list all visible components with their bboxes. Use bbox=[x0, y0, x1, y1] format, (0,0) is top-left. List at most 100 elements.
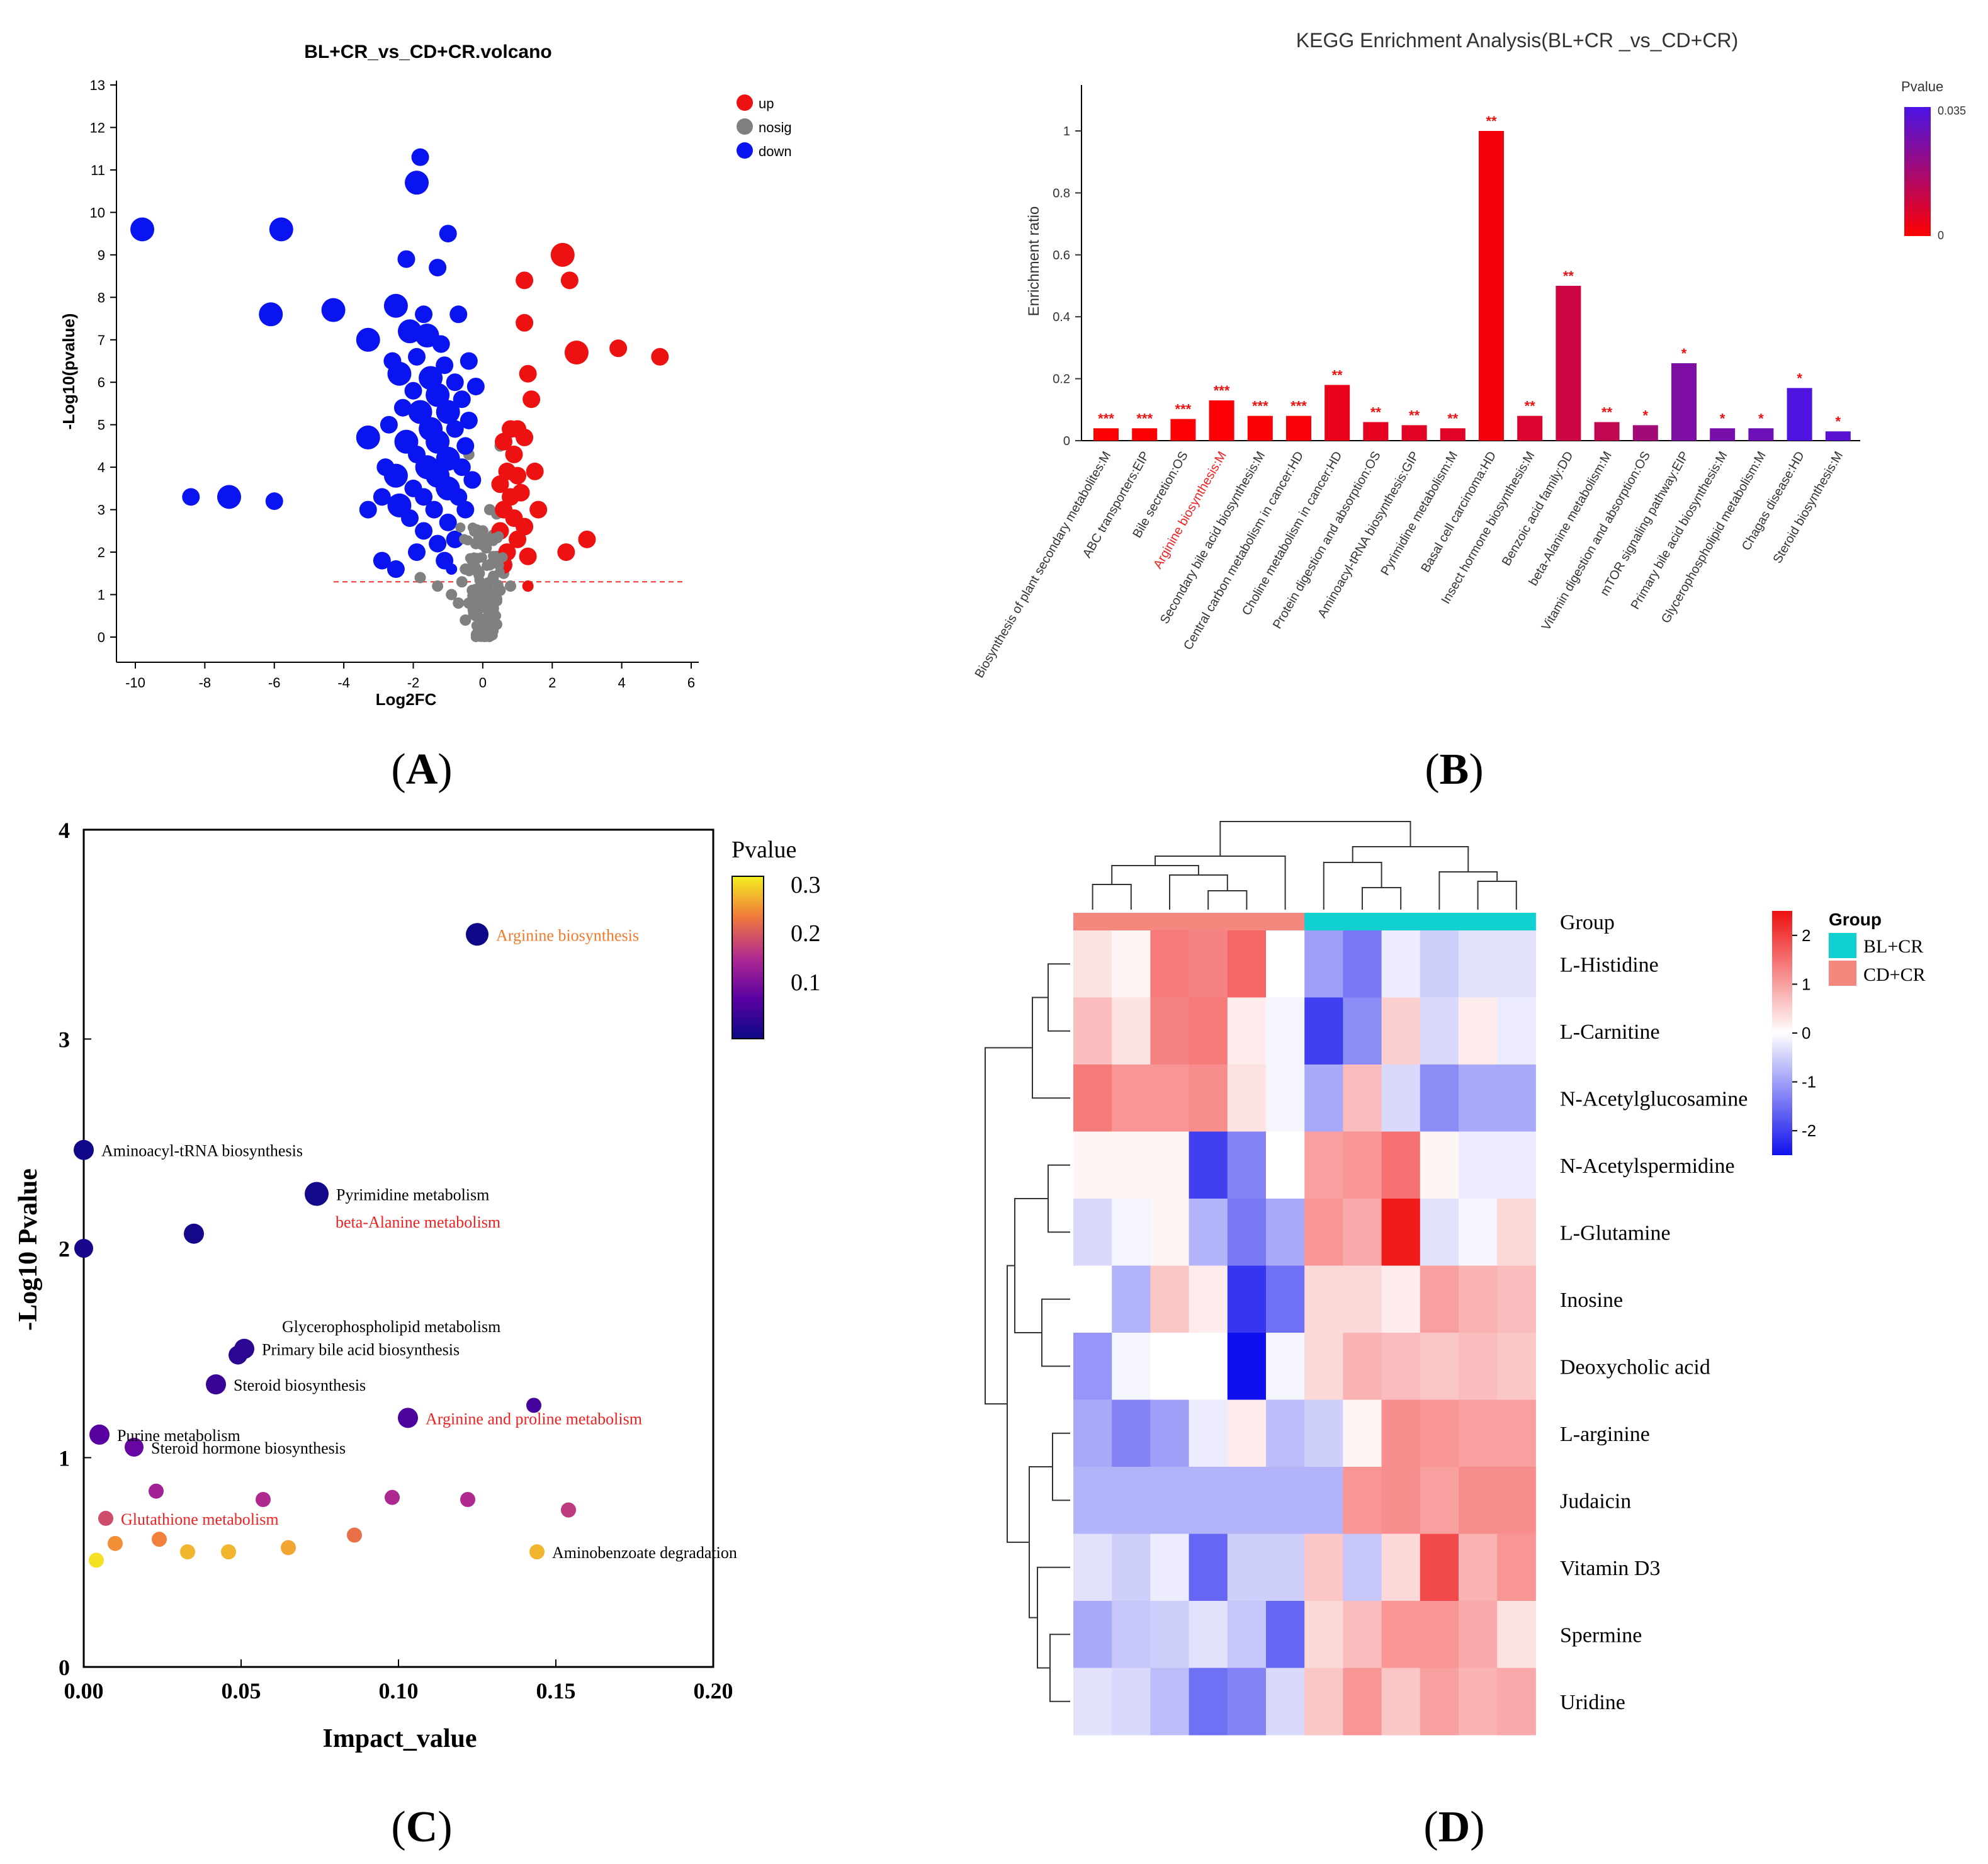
heatmap-cell bbox=[1381, 1333, 1421, 1400]
kegg-bar-stars: * bbox=[1758, 410, 1764, 426]
dendro-row-branch bbox=[1048, 963, 1070, 1032]
kegg-bar bbox=[1594, 422, 1620, 441]
heatmap-cell bbox=[1381, 1065, 1421, 1132]
heatmap-cell bbox=[1150, 1131, 1190, 1199]
volcano-point-up bbox=[505, 445, 523, 463]
heatmap-cell bbox=[1304, 997, 1343, 1065]
heatmap-group-cell bbox=[1189, 913, 1228, 932]
volcano-point-down bbox=[439, 225, 457, 243]
heatmap-cell bbox=[1497, 1601, 1536, 1668]
kegg-bar bbox=[1787, 388, 1812, 441]
volcano-y-tick-label: 13 bbox=[90, 77, 105, 93]
dendro-col-branch bbox=[1352, 846, 1469, 872]
heatmap-cell bbox=[1227, 1333, 1267, 1400]
heatmap-cell bbox=[1381, 930, 1421, 998]
volcano-point-down bbox=[269, 217, 293, 242]
heatmap-cell bbox=[1459, 1333, 1498, 1400]
dendro-row-branch bbox=[1014, 1198, 1048, 1333]
panel-label-a-letter: A bbox=[406, 745, 438, 794]
volcano-x-tick-label: 2 bbox=[548, 675, 556, 691]
panel-label-b: (B) bbox=[1425, 745, 1483, 794]
heatmap-group-cell bbox=[1304, 913, 1343, 932]
volcano-point-up bbox=[557, 543, 575, 562]
heatmap-cell bbox=[1189, 1601, 1228, 1668]
volcano-point-down bbox=[432, 335, 450, 353]
heatmap-cell bbox=[1150, 1065, 1190, 1132]
impact-extra-label: beta-Alanine metabolism bbox=[336, 1213, 500, 1231]
kegg-bar-stars: ** bbox=[1409, 407, 1420, 423]
kegg-bar bbox=[1517, 415, 1543, 441]
volcano-point-nosig bbox=[446, 589, 458, 601]
volcano-point-down bbox=[415, 305, 433, 324]
heatmap-cell bbox=[1150, 1265, 1190, 1333]
heatmap-cell bbox=[1381, 1199, 1421, 1266]
heatmap-row-label: N-Acetylglucosamine bbox=[1560, 1087, 1748, 1110]
volcano-point-down bbox=[359, 500, 377, 519]
kegg-bar bbox=[1247, 415, 1273, 441]
impact-colorbar-tick-1: 0.2 bbox=[791, 920, 821, 947]
volcano-point-nosig bbox=[432, 580, 444, 592]
volcano-point-up bbox=[519, 547, 537, 565]
impact-colorbar-title: Pvalue bbox=[731, 837, 796, 863]
volcano-point-down bbox=[446, 563, 458, 575]
impact-point bbox=[206, 1374, 226, 1395]
volcano-y-tick-label: 11 bbox=[91, 162, 105, 178]
volcano-point-down bbox=[415, 522, 433, 540]
heatmap-cell bbox=[1343, 997, 1382, 1065]
volcano-x-tick-label: -4 bbox=[337, 675, 350, 691]
kegg-y-tick-label: 0.8 bbox=[1053, 186, 1070, 200]
volcano-point-nosig bbox=[473, 533, 483, 543]
impact-point bbox=[256, 1492, 271, 1507]
kegg-bar bbox=[1324, 385, 1350, 441]
heatmap-cell bbox=[1189, 1265, 1228, 1333]
heatmap-cell bbox=[1150, 997, 1190, 1065]
heatmap-cell bbox=[1343, 1265, 1382, 1333]
panel-label-b-letter: B bbox=[1440, 745, 1469, 794]
heatmap-cell bbox=[1189, 1131, 1228, 1199]
heatmap-cell bbox=[1497, 1199, 1536, 1266]
heatmap-cell bbox=[1227, 1131, 1267, 1199]
volcano-point-down bbox=[373, 551, 391, 570]
impact-point-label: Arginine biosynthesis bbox=[496, 926, 639, 944]
volcano-point-up bbox=[494, 432, 512, 451]
heatmap-cell bbox=[1304, 1668, 1343, 1736]
kegg-y-tick-label: 0 bbox=[1063, 434, 1070, 448]
dendro-row-branch bbox=[985, 1047, 1032, 1405]
kegg-y-tick-label: 0.4 bbox=[1053, 310, 1070, 324]
heatmap-cell bbox=[1459, 1399, 1498, 1467]
heatmap-cell bbox=[1189, 1333, 1228, 1400]
heatmap-cell bbox=[1420, 997, 1459, 1065]
kegg-bars: *** ************ ******* ** ********** *** *** bbox=[1093, 113, 1851, 441]
kegg-bar bbox=[1286, 415, 1311, 441]
legend-down-marker bbox=[737, 142, 753, 159]
legend-nosig-marker bbox=[737, 118, 753, 135]
volcano-point-down bbox=[446, 420, 464, 438]
heatmap-group-cell bbox=[1112, 913, 1151, 932]
heatmap-cell bbox=[1073, 1265, 1112, 1333]
heatmap-cell bbox=[1266, 1265, 1305, 1333]
heatmap-colorbar-tick-label: 0 bbox=[1802, 1024, 1810, 1042]
heatmap-group-cell bbox=[1073, 913, 1112, 932]
heatmap-cell bbox=[1343, 1333, 1382, 1400]
kegg-colorbar-min: 0 bbox=[1938, 229, 1944, 242]
heatmap-cell bbox=[1112, 1199, 1151, 1266]
volcano-y-tick-label: 7 bbox=[98, 332, 105, 348]
heatmap-cell bbox=[1266, 1668, 1305, 1736]
heatmap-group-cell bbox=[1459, 913, 1498, 932]
heatmap-group-cell bbox=[1497, 913, 1536, 932]
kegg-bar-stars: *** bbox=[1291, 398, 1307, 414]
volcano-point-nosig bbox=[505, 580, 517, 592]
heatmap-cell bbox=[1459, 1131, 1498, 1199]
kegg-y-tick-label: 0.6 bbox=[1053, 249, 1070, 263]
volcano-point-down bbox=[456, 437, 475, 455]
heatmap-cell bbox=[1304, 1333, 1343, 1400]
heatmap-row-label: N-Acetylspermidine bbox=[1560, 1155, 1735, 1178]
heatmap-cell bbox=[1150, 1668, 1190, 1736]
heatmap-row-label: Uridine bbox=[1560, 1691, 1625, 1714]
dendro-row-branch bbox=[1037, 1566, 1070, 1669]
heatmap-cell bbox=[1381, 1467, 1421, 1534]
kegg-category-label: Steroid biosynthesis:M bbox=[1770, 449, 1846, 566]
impact-point bbox=[229, 1345, 247, 1365]
impact-point bbox=[561, 1502, 576, 1518]
heatmap-cell bbox=[1227, 930, 1267, 998]
